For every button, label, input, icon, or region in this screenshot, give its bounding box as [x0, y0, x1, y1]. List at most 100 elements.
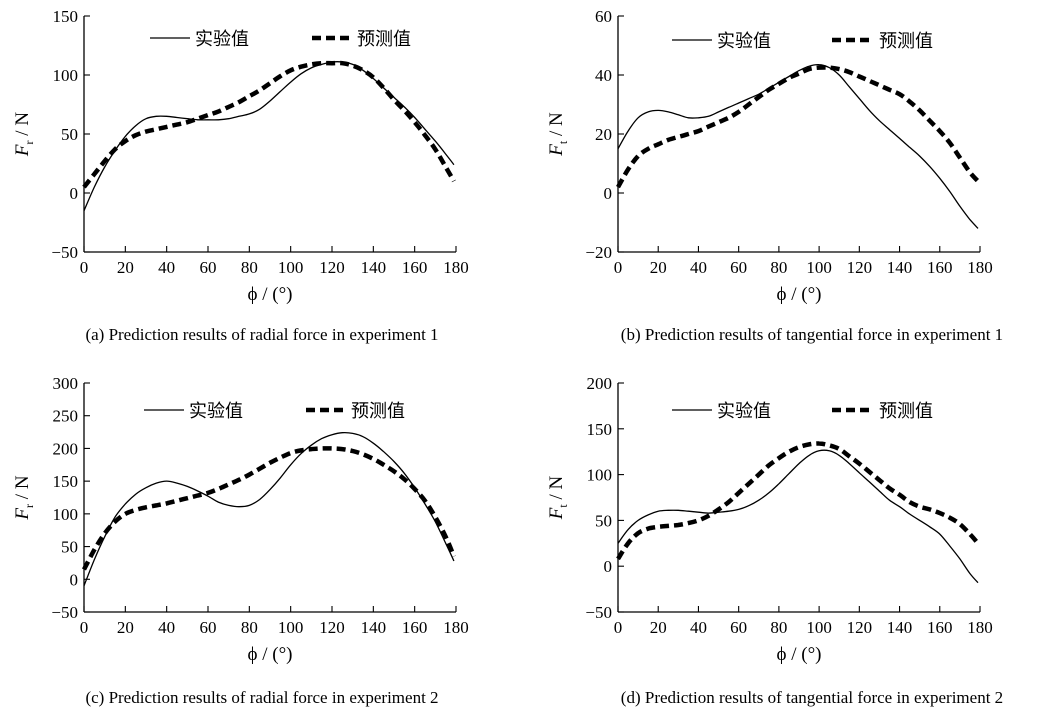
x-tick-label: 80 — [241, 618, 258, 637]
y-tick-label: −50 — [585, 603, 612, 622]
y-axis-title: Fr / N — [12, 475, 36, 520]
x-tick-label: 100 — [806, 258, 832, 277]
x-tick-label: 140 — [361, 258, 387, 277]
experimental-series-line — [83, 61, 455, 211]
predicted-series-line — [616, 65, 980, 189]
y-tick-label: 0 — [604, 184, 613, 203]
y-axis-subscript: t — [556, 140, 570, 144]
legend-label: 预测值 — [879, 31, 933, 52]
x-tick-label: 100 — [806, 618, 832, 637]
x-tick-label: 80 — [770, 258, 787, 277]
x-tick-label: 120 — [847, 618, 873, 637]
x-tick-label: 100 — [278, 618, 304, 637]
x-axis-title: ϕ / (°) — [776, 284, 821, 305]
predicted-series-line — [616, 441, 980, 561]
x-axis-title: ϕ / (°) — [776, 644, 821, 665]
experimental-series-line — [83, 431, 455, 587]
chart-panel-c: 0 20 40 60 80 100 120 140 160 180−500501001502002… — [12, 374, 469, 707]
x-tick-label: 60 — [730, 618, 747, 637]
y-tick-label: 60 — [595, 7, 612, 26]
panel-caption: (c) Prediction results of radial force i… — [85, 688, 438, 707]
x-tick-label: 140 — [361, 618, 387, 637]
x-tick-label: 100 — [278, 258, 304, 277]
x-tick-label: 40 — [158, 618, 175, 637]
y-axis-symbol: F — [12, 508, 33, 521]
y-axis-title: Ft / N — [546, 475, 570, 520]
y-tick-label: 250 — [53, 407, 79, 426]
x-tick-label: 40 — [690, 258, 707, 277]
x-tick-label: 0 — [80, 618, 89, 637]
legend-label: 预测值 — [357, 29, 411, 50]
x-tick-label: 60 — [200, 618, 217, 637]
predicted-series-line — [81, 446, 456, 571]
x-tick-label: 160 — [927, 618, 953, 637]
x-tick-label: 140 — [887, 618, 913, 637]
x-tick-label: 40 — [690, 618, 707, 637]
experimental-series-line — [617, 63, 979, 229]
x-tick-label: 0 — [80, 258, 89, 277]
y-tick-label: 100 — [587, 466, 613, 485]
y-tick-label: 200 — [53, 439, 79, 458]
y-axis-unit: / N — [546, 475, 567, 504]
x-tick-label: 120 — [847, 258, 873, 277]
y-tick-label: 150 — [53, 7, 79, 26]
x-tick-label: 0 — [614, 618, 623, 637]
x-tick-label: 160 — [402, 258, 428, 277]
x-tick-label: 120 — [319, 618, 345, 637]
x-tick-label: 180 — [967, 258, 993, 277]
y-tick-label: 50 — [61, 538, 78, 557]
x-tick-label: 180 — [443, 258, 469, 277]
y-axis-symbol: F — [12, 144, 33, 157]
x-tick-label: 140 — [887, 258, 913, 277]
legend-label: 实验值 — [717, 31, 771, 52]
x-tick-label: 80 — [770, 618, 787, 637]
legend-label: 实验值 — [717, 401, 771, 422]
x-tick-label: 40 — [158, 258, 175, 277]
y-axis-title: Ft / N — [546, 112, 570, 157]
x-tick-label: 180 — [967, 618, 993, 637]
x-tick-label: 180 — [443, 618, 469, 637]
y-tick-label: 20 — [595, 125, 612, 144]
y-axis-subscript: r — [22, 504, 36, 508]
y-tick-label: 300 — [53, 374, 79, 393]
y-axis-subscript: t — [556, 504, 570, 508]
y-axis-title: Fr / N — [12, 112, 36, 157]
y-axis-unit: / N — [12, 475, 33, 504]
x-tick-label: 20 — [650, 618, 667, 637]
y-tick-label: −50 — [51, 603, 78, 622]
x-tick-label: 20 — [650, 258, 667, 277]
x-tick-label: 160 — [927, 258, 953, 277]
x-tick-label: 20 — [117, 618, 134, 637]
x-tick-label: 120 — [319, 258, 345, 277]
predicted-series-line — [82, 60, 456, 189]
y-tick-label: 40 — [595, 66, 612, 85]
y-axis-symbol: F — [546, 507, 567, 520]
panel-caption: (a) Prediction results of radial force i… — [85, 325, 438, 344]
y-tick-label: 150 — [53, 472, 79, 491]
y-tick-label: −20 — [585, 243, 612, 262]
x-axis-title: ϕ / (°) — [247, 644, 292, 665]
y-tick-label: 0 — [604, 557, 613, 576]
y-tick-label: 100 — [53, 505, 79, 524]
x-tick-label: 60 — [200, 258, 217, 277]
y-tick-label: 50 — [595, 511, 612, 530]
chart-panel-d: 0 20 40 60 80 100 120 140 160 180−50050100150200ϕ… — [546, 374, 1003, 707]
y-tick-label: 0 — [70, 184, 79, 203]
y-tick-label: 0 — [70, 570, 79, 589]
experimental-series-line — [617, 449, 979, 584]
x-tick-label: 20 — [117, 258, 134, 277]
y-axis-unit: / N — [12, 112, 33, 141]
x-tick-label: 60 — [730, 258, 747, 277]
panel-caption: (d) Prediction results of tangential for… — [621, 688, 1003, 707]
legend-label: 预测值 — [351, 401, 405, 422]
y-axis-symbol: F — [546, 144, 567, 157]
y-axis-unit: / N — [546, 112, 567, 141]
y-axis-subscript: r — [22, 140, 36, 144]
panel-caption: (b) Prediction results of tangential for… — [621, 325, 1003, 344]
legend-label: 实验值 — [189, 401, 243, 422]
legend-label: 预测值 — [879, 401, 933, 422]
x-tick-label: 0 — [614, 258, 623, 277]
y-tick-label: 150 — [587, 420, 613, 439]
